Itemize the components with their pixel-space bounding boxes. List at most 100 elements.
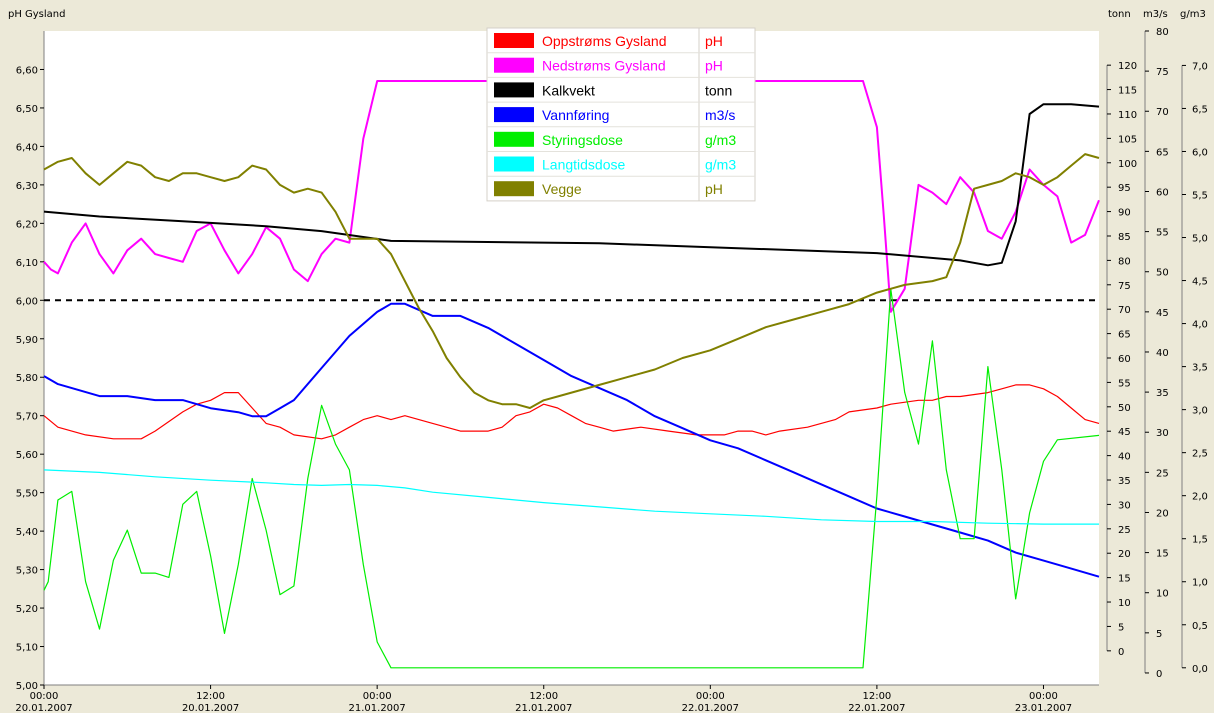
legend-unit: g/m3	[705, 132, 736, 148]
gm3-axis-tick-label: 6,0	[1192, 147, 1208, 158]
gm3-axis-tick-label: 3,5	[1192, 363, 1208, 374]
tonn-axis-tick-label: 90	[1118, 208, 1131, 219]
tonn-axis-tick-label: 115	[1118, 86, 1137, 97]
tonn-axis-tick-label: 20	[1118, 549, 1131, 560]
legend-unit: pH	[705, 33, 723, 49]
left-axis-tick-label: 5,40	[16, 527, 38, 538]
tonn-axis-tick-label: 105	[1118, 134, 1137, 145]
m3s-axis-tick-label: 55	[1156, 228, 1169, 239]
tonn-axis-tick-label: 25	[1118, 525, 1131, 536]
left-axis-tick-label: 6,30	[16, 181, 38, 192]
left-axis-tick-label: 5,50	[16, 489, 38, 500]
x-axis-tick-time: 12:00	[862, 691, 891, 702]
left-axis-tick-label: 5,60	[16, 450, 38, 461]
m3s-axis-tick-label: 45	[1156, 308, 1169, 319]
legend-unit: tonn	[705, 82, 732, 98]
m3s-axis-tick-label: 35	[1156, 388, 1169, 399]
axes: 5,005,105,205,305,405,505,605,705,805,90…	[8, 9, 1208, 713]
series-line-7	[43, 153, 1100, 409]
gm3-axis-tick-label: 1,5	[1192, 535, 1208, 546]
legend-swatch	[494, 33, 534, 48]
x-axis-tick-date: 23.01.2007	[1015, 703, 1072, 713]
left-axis-tick-label: 5,20	[16, 604, 38, 615]
m3s-axis-tick-label: 65	[1156, 147, 1169, 158]
m3s-axis-tick-label: 5	[1156, 629, 1162, 640]
x-axis-tick-date: 21.01.2007	[515, 703, 572, 713]
tonn-axis-tick-label: 55	[1118, 378, 1131, 389]
tonn-axis-tick-label: 60	[1118, 354, 1131, 365]
x-axis-tick-time: 00:00	[363, 691, 392, 702]
tonn-axis-tick-label: 45	[1118, 427, 1131, 438]
tonn-axis-tick-label: 95	[1118, 183, 1131, 194]
gm3-axis-tick-label: 0,5	[1192, 621, 1208, 632]
m3s-axis-tick-label: 40	[1156, 348, 1169, 359]
left-axis-tick-label: 6,20	[16, 219, 38, 230]
legend-label: Kalkvekt	[542, 82, 595, 98]
tonn-axis-tick-label: 65	[1118, 330, 1131, 341]
m3s-axis-tick-label: 50	[1156, 268, 1169, 279]
tonn-axis-tick-label: 120	[1118, 61, 1137, 72]
m3s-axis-tick-label: 25	[1156, 468, 1169, 479]
left-axis-title: Gysland	[25, 9, 65, 20]
tonn-axis-tick-label: 70	[1118, 305, 1131, 316]
left-axis-tick-label: 6,40	[16, 142, 38, 153]
tonn-axis-tick-label: 85	[1118, 232, 1131, 243]
legend-unit: pH	[705, 58, 723, 74]
x-axis-tick-time: 12:00	[196, 691, 225, 702]
legend-label: Langtidsdose	[542, 157, 626, 173]
gm3-axis-tick-label: 1,0	[1192, 578, 1208, 589]
legend-swatch	[494, 82, 534, 98]
left-axis-tick-label: 6,00	[16, 296, 38, 307]
legend-label: Oppstrøms Gysland	[542, 33, 666, 49]
tonn-axis-tick-label: 5	[1118, 622, 1124, 633]
left-axis-label: pH	[8, 9, 22, 20]
x-axis-tick-date: 22.01.2007	[848, 703, 905, 713]
legend-label: Vannføring	[542, 107, 609, 123]
legend-unit: g/m3	[705, 157, 736, 173]
m3s-axis-tick-label: 30	[1156, 428, 1169, 439]
series-group	[43, 80, 1100, 669]
gm3-axis-tick-label: 5,0	[1192, 234, 1208, 245]
series-line-1	[43, 384, 1100, 440]
left-axis-tick-label: 6,60	[16, 65, 38, 76]
x-axis-tick-date: 20.01.2007	[182, 703, 239, 713]
gm3-axis-label: g/m3	[1180, 9, 1206, 20]
x-axis-tick-date: 22.01.2007	[682, 703, 739, 713]
tonn-axis-tick-label: 110	[1118, 110, 1137, 121]
m3s-axis-tick-label: 0	[1156, 669, 1162, 680]
series-line-3	[43, 103, 1100, 267]
legend-label: Vegge	[542, 181, 582, 197]
m3s-axis-label: m3/s	[1143, 9, 1168, 20]
x-axis-tick-time: 00:00	[30, 691, 59, 702]
tonn-axis-tick-label: 30	[1118, 500, 1131, 511]
left-axis-tick-label: 5,70	[16, 412, 38, 423]
tonn-axis-tick-label: 35	[1118, 476, 1131, 487]
m3s-axis-tick-label: 75	[1156, 67, 1169, 78]
legend-swatch	[494, 131, 534, 147]
series-line-5	[43, 288, 1100, 669]
left-axis-tick-label: 6,10	[16, 258, 38, 269]
series-line-6	[43, 469, 1099, 525]
legend-swatch	[494, 57, 534, 73]
series-line-4	[43, 302, 1100, 578]
tonn-axis-tick-label: 100	[1118, 159, 1137, 170]
x-axis-tick-date: 20.01.2007	[15, 703, 72, 713]
legend-swatch	[494, 107, 534, 123]
left-axis-tick-label: 5,90	[16, 335, 38, 346]
x-axis-tick-time: 00:00	[696, 691, 725, 702]
legend-unit: m3/s	[705, 107, 735, 123]
legend-unit: pH	[705, 181, 723, 197]
left-axis-tick-label: 5,10	[16, 643, 38, 654]
series-line-2	[43, 80, 1100, 313]
x-axis-tick-time: 00:00	[1029, 691, 1058, 702]
tonn-axis-tick-label: 15	[1118, 574, 1131, 585]
legend-label: Nedstrøms Gysland	[542, 58, 666, 74]
m3s-axis-tick-label: 60	[1156, 187, 1169, 198]
tonn-axis-tick-label: 50	[1118, 403, 1131, 414]
left-axis-tick-label: 5,80	[16, 373, 38, 384]
tonn-axis-tick-label: 75	[1118, 281, 1131, 292]
legend-swatch	[494, 181, 534, 197]
m3s-axis-tick-label: 20	[1156, 508, 1169, 519]
gm3-axis-tick-label: 5,5	[1192, 191, 1208, 202]
